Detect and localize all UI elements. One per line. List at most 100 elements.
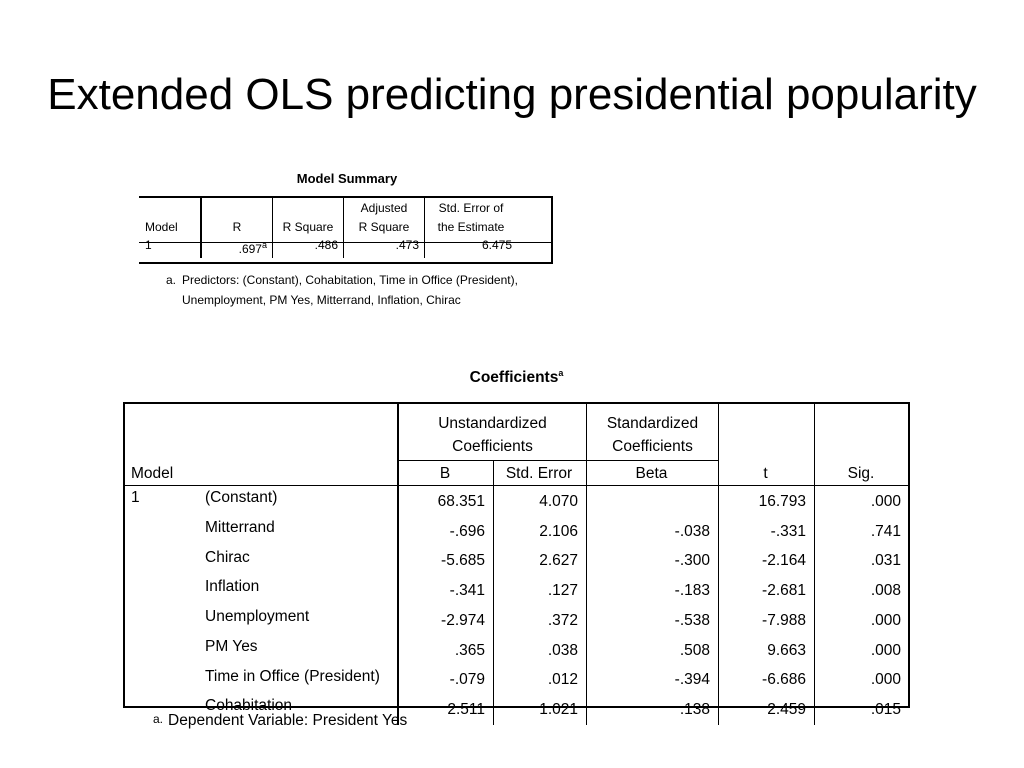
cell-b: .365 [397, 635, 494, 666]
cell-r-footnote: a [261, 240, 267, 250]
cell-sig: .000 [814, 665, 911, 696]
cell-b: -.341 [397, 576, 494, 606]
coefficients-footnote: a. Dependent Variable: President Yes [153, 712, 407, 730]
header-unstandardized-line1: Unstandardized [438, 415, 547, 432]
header-model: Model [131, 464, 174, 482]
header-t: t [718, 460, 815, 487]
cell-sig: .000 [814, 606, 911, 636]
cell-b: -2.974 [397, 606, 494, 636]
cell-model: 1 [140, 237, 202, 258]
cell-t: -2.164 [718, 546, 815, 577]
header-r: R [232, 220, 242, 234]
coefficients-footnote-mark: a. [153, 712, 164, 726]
header-std-error: Std. Error of the Estimate [424, 197, 517, 237]
model-summary-footnote: a. Predictors: (Constant), Cohabitation,… [166, 270, 526, 310]
cell-adjusted-r-square: .473 [343, 237, 425, 258]
model-summary-footnote-mark: a. [166, 273, 177, 287]
header-std-error: Std. Error [493, 460, 587, 487]
coefficients-header-row-1: Unstandardized Coefficients Standardized… [125, 404, 911, 461]
table-row: Inflation -.341 .127 -.183 -2.681 .008 [125, 576, 911, 606]
header-unstandardized-line2: Coefficients [452, 438, 533, 455]
coefficients-divider [123, 485, 910, 486]
cell-sig: .000 [814, 487, 911, 517]
model-summary-table: Model R R Square Adjusted R Square Std. … [140, 197, 517, 258]
cell-beta: -.183 [586, 576, 719, 606]
cell-t: 16.793 [718, 487, 815, 517]
cell-r: .697a [201, 237, 273, 258]
cell-predictor: Time in Office (President) [205, 667, 380, 685]
model-summary-caption: Model Summary [140, 171, 554, 186]
cell-sig: .031 [814, 546, 911, 577]
coefficients-caption-footnote: a [558, 368, 564, 378]
cell-predictor: Inflation [205, 578, 260, 596]
table-row: 1 (Constant) 68.351 4.070 16.793 .000 [125, 487, 911, 517]
cell-b: -.079 [397, 665, 494, 696]
header-adjusted-line2: R Square [358, 220, 410, 234]
cell-predictor: Mitterrand [205, 518, 275, 536]
cell-t: -7.988 [718, 606, 815, 636]
cell-beta: -.394 [586, 665, 719, 696]
cell-b: 68.351 [397, 487, 494, 517]
cell-beta [586, 487, 719, 517]
header-r-square: R Square [272, 197, 344, 237]
table-row: Cohabitation 2.511 1.021 .138 2.459 .015 [125, 695, 911, 725]
cell-t: -.331 [718, 516, 815, 547]
slide-title: Extended OLS predicting presidential pop… [47, 70, 977, 120]
model-summary-caption-text: Model Summary [296, 171, 398, 186]
cell-beta: -.038 [586, 516, 719, 547]
cell-predictor: Chirac [205, 548, 250, 566]
cell-std-error: 4.070 [493, 487, 587, 517]
cell-std-error: .372 [493, 606, 587, 636]
cell-predictor: Unemployment [205, 608, 310, 625]
cell-predictor: PM Yes [205, 637, 258, 655]
header-sig: Sig. [814, 460, 911, 487]
table-row: Mitterrand -.696 2.106 -.038 -.331 .741 [125, 516, 911, 547]
cell-std-error: .127 [493, 576, 587, 606]
header-beta: Beta [586, 460, 719, 487]
coefficients-table: Unstandardized Coefficients Standardized… [125, 404, 911, 725]
coefficients-footnote-text: Dependent Variable: President Yes [168, 712, 408, 729]
cell-sig: .741 [814, 516, 911, 547]
header-adjusted-line1: Adjusted [360, 201, 408, 215]
cell-predictor: Cohabitation [205, 697, 293, 715]
table-row: Time in Office (President) -.079 .012 -.… [125, 665, 911, 696]
model-summary-header-row: Model R R Square Adjusted R Square Std. … [140, 197, 517, 237]
header-std-error-line2: the Estimate [437, 220, 505, 234]
header-std-error-line1: Std. Error of [438, 201, 504, 215]
cell-sig: .008 [814, 576, 911, 606]
model-summary-row: 1 .697a .486 .473 6.475 [140, 237, 517, 258]
cell-t: 9.663 [718, 635, 815, 666]
header-unstandardized: Unstandardized Coefficients [397, 404, 587, 461]
table-row: PM Yes .365 .038 .508 9.663 .000 [125, 635, 911, 666]
cell-t: 2.459 [718, 695, 815, 725]
cell-b: -5.685 [397, 546, 494, 577]
cell-b: -.696 [397, 516, 494, 547]
cell-model-number: 1 [131, 489, 140, 506]
cell-std-error: 6.475 [424, 237, 517, 258]
header-model: Model [140, 197, 202, 237]
table-row: Chirac -5.685 2.627 -.300 -2.164 .031 [125, 546, 911, 577]
cell-std-error: 2.106 [493, 516, 587, 547]
cell-predictor: (Constant) [205, 489, 278, 506]
coefficients-caption-text: Coefficients [469, 369, 559, 387]
header-standardized-line2: Coefficients [612, 438, 693, 455]
cell-beta: -.538 [586, 606, 719, 636]
coefficients-header-row-2: Model B Std. Error Beta t Sig. [125, 460, 911, 487]
coefficients-caption: Coefficientsa [123, 368, 910, 387]
cell-r-square: .486 [272, 237, 344, 258]
cell-b: 2.511 [397, 695, 494, 725]
model-summary-footnote-text: Predictors: (Constant), Cohabitation, Ti… [182, 273, 518, 307]
cell-std-error: 2.627 [493, 546, 587, 577]
header-b: B [397, 460, 494, 487]
cell-t: -2.681 [718, 576, 815, 606]
cell-sig: .015 [814, 695, 911, 725]
cell-beta: .508 [586, 635, 719, 666]
cell-std-error: 1.021 [493, 695, 587, 725]
cell-sig: .000 [814, 635, 911, 666]
cell-beta: -.300 [586, 546, 719, 577]
header-adjusted-r-square: Adjusted R Square [343, 197, 425, 237]
cell-t: -6.686 [718, 665, 815, 696]
cell-std-error: .038 [493, 635, 587, 666]
table-row: Unemployment -2.974 .372 -.538 -7.988 .0… [125, 606, 911, 636]
header-standardized-line1: Standardized [606, 415, 699, 432]
